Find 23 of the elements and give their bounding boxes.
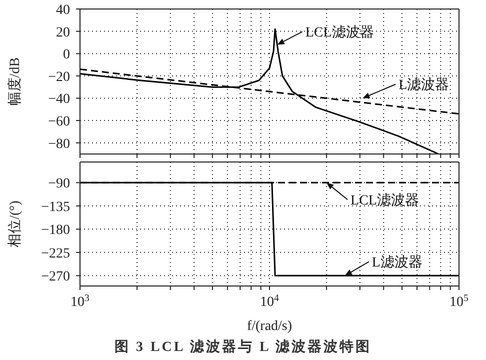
x-tick-label: 10$^{5}$ (450, 292, 469, 310)
text: 图 3 LCL 滤波器与 L 滤波器波特图 (113, 338, 373, 356)
y-tick-label: −40 (48, 92, 70, 108)
y-tick-label: 0 (63, 48, 70, 63)
y-tick-label: −20 (48, 70, 70, 85)
y-tick-label: −80 (48, 136, 70, 152)
annotation: LCL滤波器 (305, 24, 374, 41)
y-tick-label: −180 (41, 223, 70, 238)
x-axis-title: f/(rad/s) (246, 319, 292, 334)
x-tick-label: 10$^{4}$ (260, 292, 280, 310)
y-tick-label: −60 (48, 114, 70, 130)
y-tick-label: −135 (41, 200, 70, 215)
y-axis-title: 幅度/dB (6, 57, 23, 106)
x-tick-label: 10$^{3}$ (70, 292, 90, 310)
annotation: L滤波器 (398, 77, 450, 94)
y-tick-label: 40 (56, 3, 70, 18)
y-tick-label: −270 (41, 270, 70, 285)
y-tick-label: 20 (56, 25, 70, 40)
y-tick-label: −90 (48, 176, 70, 192)
y-tick-label: −225 (41, 246, 70, 262)
annotation: L滤波器 (372, 254, 422, 271)
annotation: LCL滤波器 (350, 192, 419, 209)
y-axis-title: 相位/(°) (6, 200, 23, 248)
